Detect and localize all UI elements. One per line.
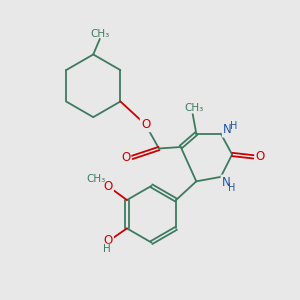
Text: CH₃: CH₃ bbox=[184, 103, 203, 113]
Text: O: O bbox=[103, 234, 113, 248]
Text: N: N bbox=[223, 124, 232, 136]
Text: CH₃: CH₃ bbox=[91, 28, 110, 38]
Text: O: O bbox=[121, 151, 130, 164]
Text: H: H bbox=[228, 183, 236, 193]
Text: N: N bbox=[222, 176, 230, 189]
Text: H: H bbox=[230, 122, 238, 131]
Text: CH₃: CH₃ bbox=[86, 174, 106, 184]
Text: O: O bbox=[103, 180, 113, 193]
Text: O: O bbox=[141, 118, 150, 131]
Text: O: O bbox=[256, 150, 265, 164]
Text: H: H bbox=[103, 244, 111, 254]
